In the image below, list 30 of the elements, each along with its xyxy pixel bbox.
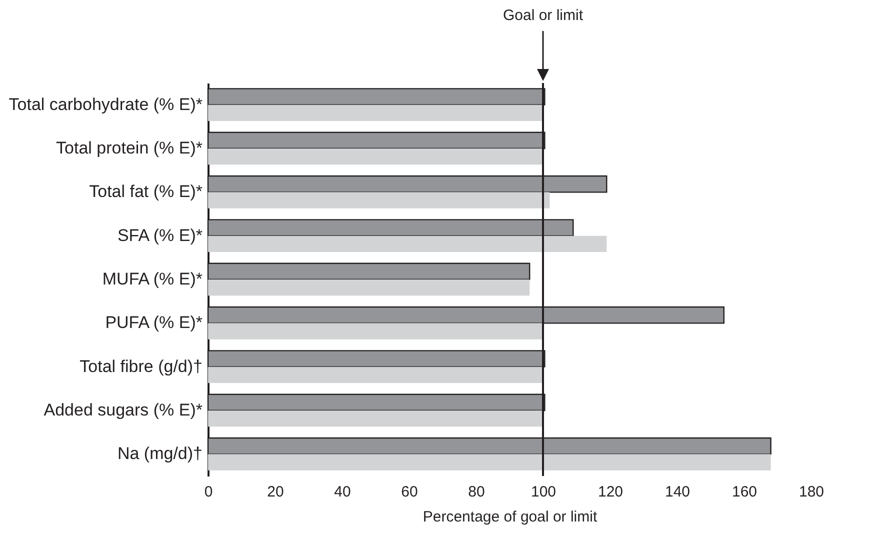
bar: [208, 454, 771, 470]
y-tick-label: MUFA (% E)*: [102, 270, 203, 288]
bar: [208, 192, 550, 208]
x-tick-label: 160: [732, 484, 758, 500]
bar: [208, 410, 543, 427]
y-tick-label: PUFA (% E)*: [105, 313, 203, 332]
y-tick-label: SFA (% E)*: [117, 226, 203, 245]
x-axis-title: Percentage of goal or limit: [422, 508, 598, 526]
y-tick-label: Na (mg/d)†: [117, 444, 202, 464]
bar: [208, 148, 543, 165]
x-tick-label: 180: [798, 484, 824, 500]
y-tick-label: Added sugars (% E)*: [44, 400, 203, 420]
y-tick-label: Total fibre (g/d)†: [80, 356, 202, 376]
x-tick-label: 120: [598, 484, 624, 500]
bar: [208, 236, 607, 252]
y-tick-label: Total fat (% E)*: [89, 182, 203, 202]
ref-line-label: Goal or limit: [502, 7, 584, 24]
x-tick-label: 0: [204, 484, 213, 500]
y-tick-label: Total carbohydrate (% E)*: [8, 94, 203, 114]
x-tick-label: 140: [664, 484, 690, 500]
x-tick-label: 80: [468, 484, 485, 500]
y-tick-label: Total protein (% E)*: [56, 138, 203, 158]
bar: [208, 104, 543, 121]
bar: [208, 280, 530, 296]
bar: [208, 366, 543, 383]
x-tick-label: 60: [401, 484, 418, 500]
x-tick-label: 20: [267, 484, 284, 500]
bar: [208, 323, 543, 340]
x-tick-label: 40: [334, 484, 351, 500]
x-tick-label: 100: [530, 484, 556, 500]
